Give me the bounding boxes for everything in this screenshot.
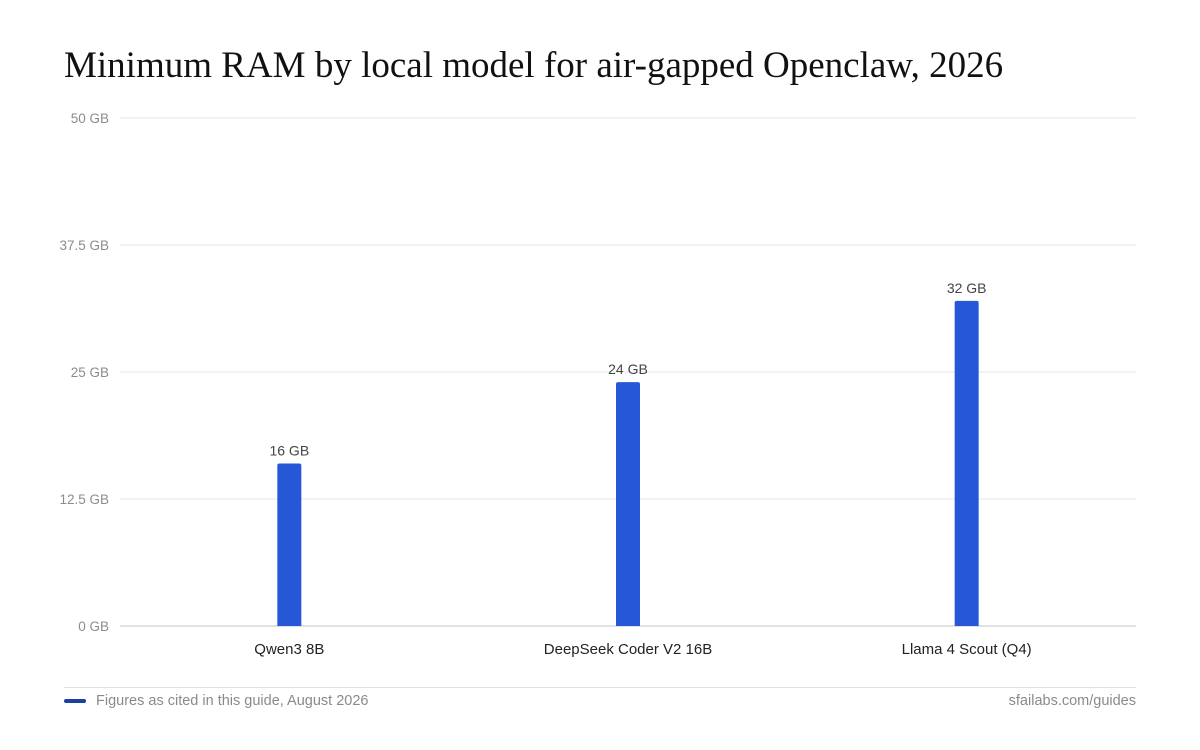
footer-divider [64,687,1136,688]
data-label: 32 GB [947,280,987,296]
chart-title: Minimum RAM by local model for air-gappe… [64,45,1004,86]
footer-note: Figures as cited in this guide, August 2… [96,693,369,709]
bar [954,300,979,626]
x-tick-label: Llama 4 Scout (Q4) [902,641,1032,658]
footer-source: sfailabs.com/guides [1008,693,1136,709]
y-tick-label: 12.5 GB [59,492,109,507]
y-tick-label: 50 GB [71,111,109,126]
x-tick-label: Qwen3 8B [254,641,324,658]
bar [277,463,302,626]
x-tick-label: DeepSeek Coder V2 16B [544,641,712,658]
y-tick-label: 25 GB [71,365,109,380]
data-label: 24 GB [608,361,648,377]
legend-swatch [64,699,86,703]
y-tick-label: 0 GB [78,619,109,634]
data-label: 16 GB [269,442,309,458]
footer-legend: Figures as cited in this guide, August 2… [64,690,368,712]
bar [616,382,640,626]
y-tick-label: 37.5 GB [59,238,109,253]
